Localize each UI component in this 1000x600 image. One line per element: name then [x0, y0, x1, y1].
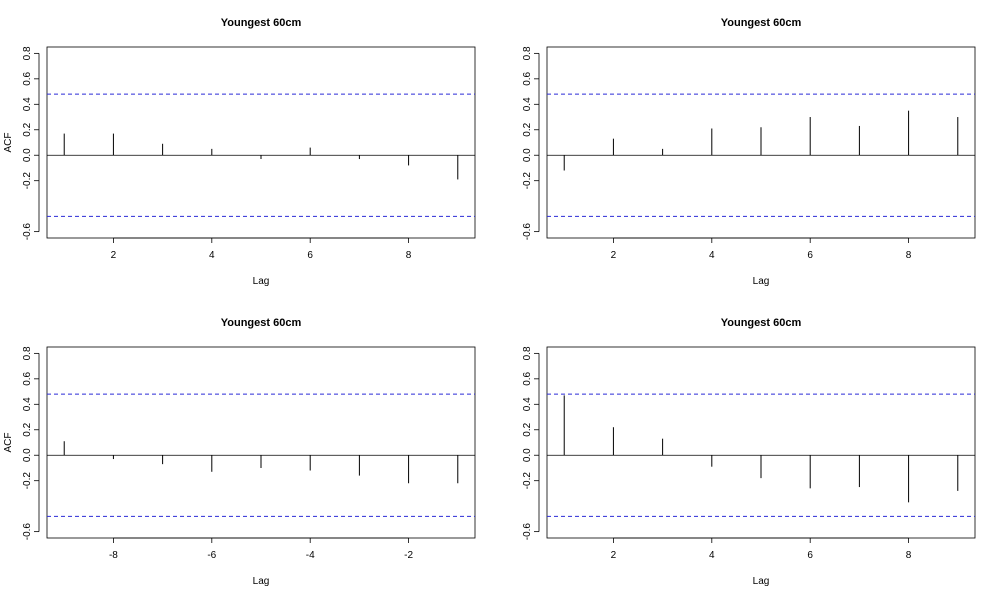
panel-2-x-tick-label: 6: [807, 250, 813, 261]
panel-3-y-tick-label: -0.2: [22, 472, 33, 490]
panel-4-y-tick-label: 0.0: [522, 448, 533, 462]
panel-2-y-tick-label: -0.2: [522, 172, 533, 190]
panel-3-title: Youngest 60cm: [221, 317, 302, 329]
panel-3-x-axis-title: Lag: [253, 576, 270, 587]
panel-1-y-tick-label: 0.0: [22, 148, 33, 162]
panel-2-x-tick-label: 2: [611, 250, 617, 261]
panel-2-y-tick-label: 0.8: [522, 46, 533, 60]
panel-2-y-tick-label: -0.6: [522, 223, 533, 241]
panel-1-x-axis-title: Lag: [253, 276, 270, 287]
panel-1-y-tick-label: -0.2: [22, 172, 33, 190]
panel-4-title: Youngest 60cm: [721, 317, 802, 329]
panel-1-y-axis-title: ACF: [3, 133, 14, 153]
panel-1-title: Youngest 60cm: [221, 17, 302, 29]
panel-3-x-tick-label: -4: [306, 550, 315, 561]
panel-4-x-axis: 2 4 6 8: [611, 537, 912, 561]
panel-4-y-tick-label: -0.2: [522, 472, 533, 490]
panel-1-y-tick-label: 0.4: [22, 97, 33, 111]
panel-1-x-tick-label: 4: [209, 250, 215, 261]
panel-3-y-tick-label: 0.8: [22, 346, 33, 360]
panel-3-y-tick-label: 0.2: [22, 422, 33, 436]
panel-1-x-tick-label: 6: [307, 250, 313, 261]
panel-2-title: Youngest 60cm: [721, 17, 802, 29]
panel-1-y-tick-label: 0.6: [22, 71, 33, 85]
panel-1-plot-frame: [46, 46, 476, 239]
panel-4-y-tick-label: 0.6: [522, 371, 533, 385]
panel-2-y-axis: -0.6 -0.2 0.0 0.2 0.4 0.6 0.8: [522, 46, 540, 241]
panel-3-x-tick-label: -6: [207, 550, 216, 561]
panel-4-y-tick-label: 0.8: [522, 346, 533, 360]
panel-4-x-tick-label: 2: [611, 550, 617, 561]
panel-2-x-axis-title: Lag: [753, 276, 770, 287]
panel-1-y-axis: -0.6 -0.2 0.0 0.2 0.4 0.6 0.8: [22, 46, 40, 241]
panel-2-y-tick-label: 0.6: [522, 71, 533, 85]
panel-4-x-axis-title: Lag: [753, 576, 770, 587]
panel-2-y-tick-label: 0.0: [522, 148, 533, 162]
panel-4-y-axis: -0.6 -0.2 0.0 0.2 0.4 0.6 0.8: [522, 346, 540, 541]
panel-1-y-tick-label: 0.8: [22, 46, 33, 60]
panel-2-x-axis: 2 4 6 8: [611, 237, 912, 261]
panel-4-x-tick-label: 4: [709, 550, 715, 561]
panel-3-y-tick-label: 0.0: [22, 448, 33, 462]
panel-4-plot-frame: [546, 346, 976, 539]
panel-1-x-axis: 2 4 6 8: [111, 237, 412, 261]
panel-4-y-tick-label: 0.4: [522, 397, 533, 411]
panel-3-y-tick-label: 0.6: [22, 371, 33, 385]
panel-4-y-tick-label: 0.2: [522, 422, 533, 436]
panel-1-y-tick-label: 0.2: [22, 122, 33, 136]
panel-3-y-axis-title: ACF: [3, 433, 14, 453]
panel-3-y-tick-label: 0.4: [22, 397, 33, 411]
panel-3-y-tick-label: -0.6: [22, 523, 33, 541]
acf-panel-2: Youngest 60cm -0.6 -0.2 0.0 0.2 0.4 0.6 0.8 2 4 6 8…: [522, 17, 976, 287]
panel-1-y-tick-label: -0.6: [22, 223, 33, 241]
panel-3-x-axis: -8 -6 -4 -2: [109, 537, 413, 561]
acf-panel-1: Youngest 60cm -0.6 -0.2 0.0 0.2 0.4 0.6 0.8 2 4 6 8…: [3, 17, 476, 287]
panel-3-x-tick-label: -8: [109, 550, 118, 561]
panel-1-x-tick-label: 2: [111, 250, 117, 261]
acf-panel-4: Youngest 60cm -0.6 -0.2 0.0 0.2 0.4 0.6 0.8 2 4 6 8…: [522, 317, 976, 587]
panel-3-y-axis: -0.6 -0.2 0.0 0.2 0.4 0.6 0.8: [22, 346, 40, 541]
panel-2-y-tick-label: 0.2: [522, 122, 533, 136]
panel-4-x-tick-label: 6: [807, 550, 813, 561]
panel-4-x-tick-label: 8: [906, 550, 912, 561]
panel-2-y-tick-label: 0.4: [522, 97, 533, 111]
acf-panel-3: Youngest 60cm -0.6 -0.2 0.0 0.2 0.4 0.6 0.8 -8 -6…: [3, 317, 476, 587]
panel-4-y-tick-label: -0.6: [522, 523, 533, 541]
panel-2-x-tick-label: 4: [709, 250, 715, 261]
panel-3-plot-frame: [46, 346, 476, 539]
panel-3-x-tick-label: -2: [404, 550, 413, 561]
panel-2-x-tick-label: 8: [906, 250, 912, 261]
panel-1-x-tick-label: 8: [406, 250, 412, 261]
